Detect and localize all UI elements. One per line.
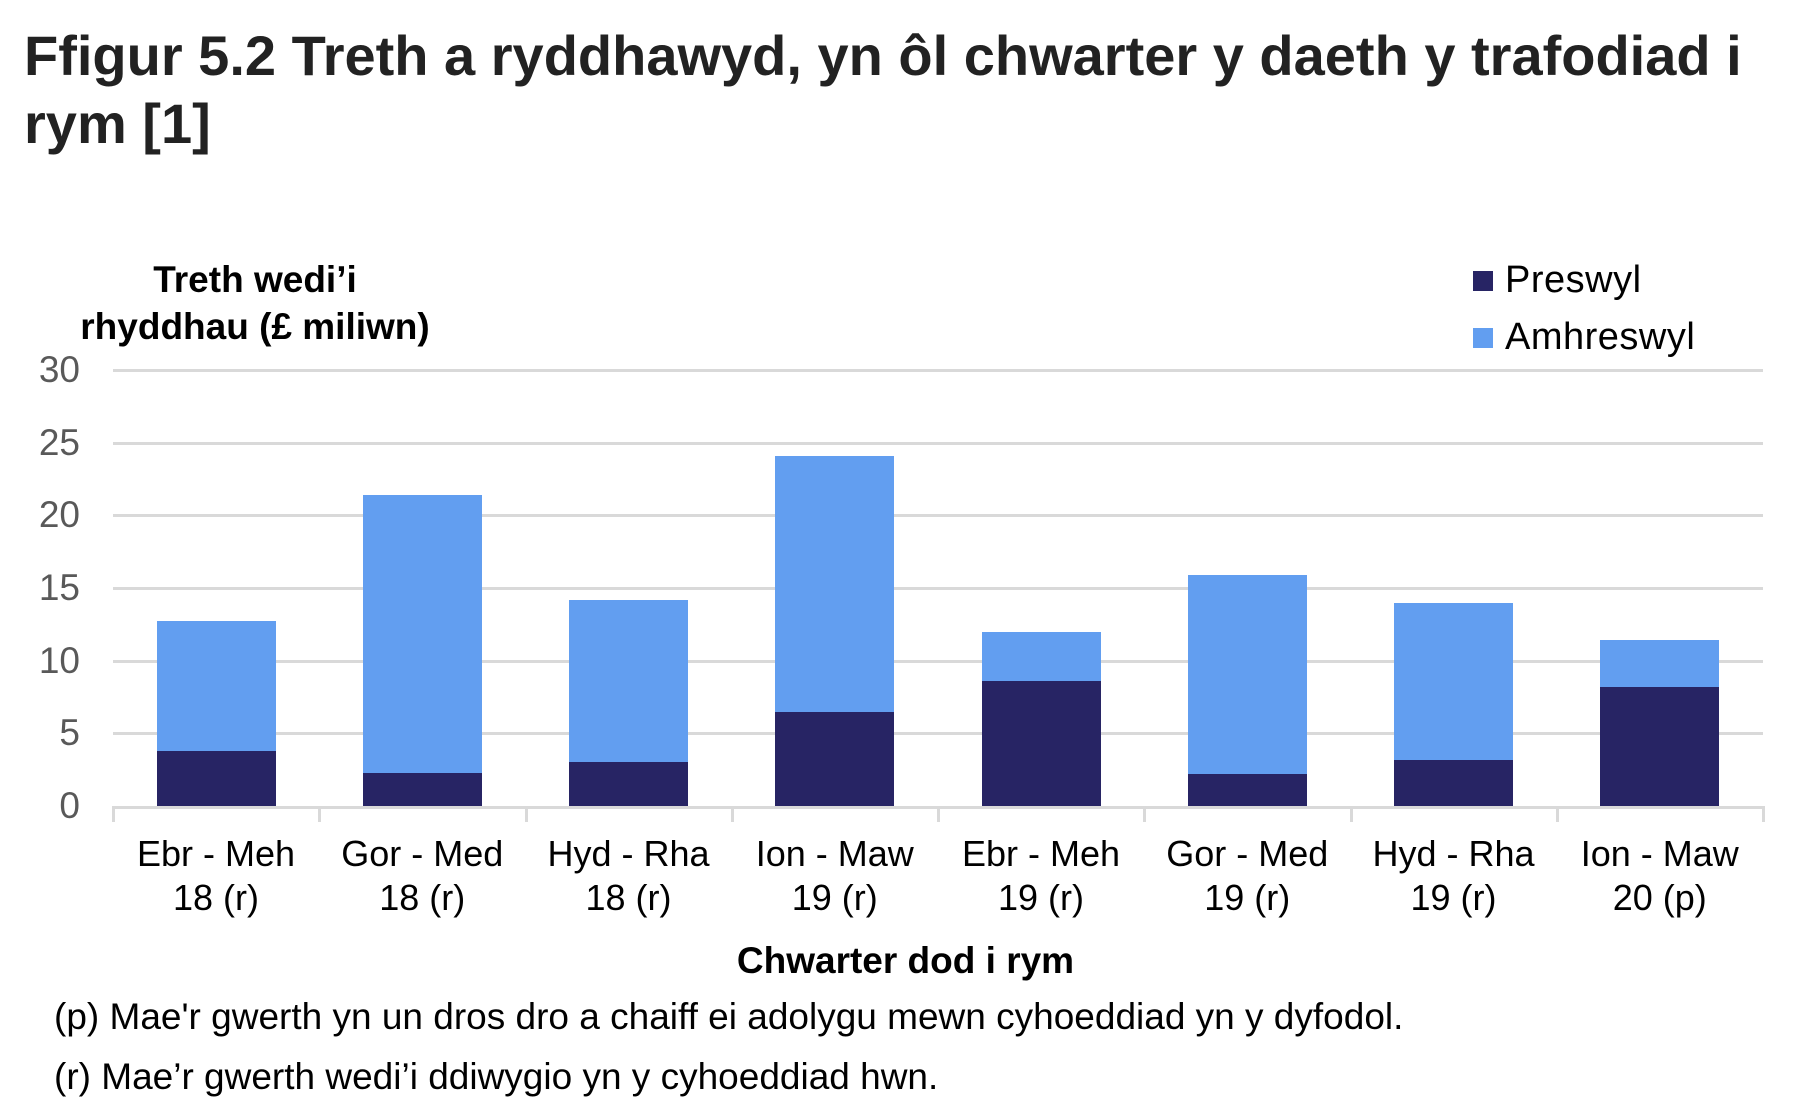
x-tick-label: Hyd - Rha 18 (r) xyxy=(526,832,732,920)
legend-swatch-amhreswyl xyxy=(1473,327,1493,348)
bar-segment-preswyl xyxy=(775,711,895,806)
bar-segment-amhreswyl xyxy=(569,599,689,763)
y-tick-label: 10 xyxy=(38,639,80,681)
y-axis-title: Treth wedi’i rhyddhau (£ miliwn) xyxy=(40,256,470,350)
x-label-period: Ion - Maw xyxy=(1580,833,1739,874)
x-label-year: 18 (r) xyxy=(585,877,672,918)
x-tick-mark xyxy=(730,806,734,822)
legend-label: Amhreswyl xyxy=(1505,316,1696,358)
stacked-bar xyxy=(362,495,482,806)
legend: Preswyl Amhreswyl xyxy=(1473,252,1695,366)
x-tick-mark xyxy=(112,806,115,822)
stacked-bar xyxy=(981,631,1101,806)
x-tick-label: Ion - Maw 19 (r) xyxy=(732,832,938,920)
x-label-period: Ebr - Meh xyxy=(136,833,296,874)
y-tick-label: 20 xyxy=(38,494,80,536)
x-label-period: Gor - Med xyxy=(341,833,504,874)
bar-segment-amhreswyl xyxy=(156,621,276,751)
footnote-provisional: (p) Mae'r gwerth yn un dros dro a chaiff… xyxy=(54,996,1404,1037)
gridline xyxy=(113,732,1763,736)
x-label-year: 19 (r) xyxy=(997,877,1084,918)
x-tick-mark xyxy=(1555,806,1559,822)
y-tick-label: 30 xyxy=(38,349,80,390)
legend-item-preswyl: Preswyl xyxy=(1473,252,1695,309)
bar-segment-preswyl xyxy=(1600,686,1720,806)
x-label-year: 19 (r) xyxy=(1204,877,1291,918)
gridline xyxy=(113,587,1763,590)
y-tick-label: 15 xyxy=(38,567,80,608)
x-label-period: Hyd - Rha xyxy=(1372,833,1535,874)
x-axis-title: Chwarter dod i rym xyxy=(736,940,1075,981)
x-label-year: 19 (r) xyxy=(1410,877,1497,918)
x-tick-mark xyxy=(524,806,528,822)
bar-segment-preswyl xyxy=(1187,774,1307,806)
x-tick-label: Ebr - Meh 19 (r) xyxy=(938,832,1144,920)
x-tick-mark xyxy=(937,806,940,822)
y-tick-label: 0 xyxy=(59,785,80,826)
x-tick-label: Hyd - Rha 19 (r) xyxy=(1351,832,1557,920)
plot-area: 0 5 10 15 20 25 30 Ebr - Meh 18 (r) Gor - Med 18 (… xyxy=(39,350,1765,918)
y-tick-label: 5 xyxy=(59,712,80,754)
x-tick-label: Gor - Med 18 (r) xyxy=(319,832,525,920)
gridline xyxy=(113,441,1763,445)
x-tick-mark xyxy=(1143,806,1147,822)
bar-segment-preswyl xyxy=(569,762,689,806)
bar-segment-preswyl xyxy=(981,681,1101,806)
legend-label: Preswyl xyxy=(1505,259,1642,301)
footnote-revised: (r) Mae’r gwerth wedi’i ddiwygio yn y cy… xyxy=(54,1056,939,1097)
stacked-bar xyxy=(775,455,895,806)
bar-segment-amhreswyl xyxy=(1394,602,1514,760)
x-label-period: Ion - Maw xyxy=(755,833,914,874)
stacked-bar xyxy=(569,599,689,806)
x-label-year: 18 (r) xyxy=(379,877,466,918)
x-label-period: Ebr - Meh xyxy=(961,833,1121,874)
chart-title-line-2: rym [1] xyxy=(24,92,211,155)
x-label-period: Gor - Med xyxy=(1166,833,1329,874)
stacked-bar xyxy=(156,621,276,806)
x-tick-mark xyxy=(1762,806,1765,822)
x-label-year: 18 (r) xyxy=(172,877,259,918)
x-tick-label: Ebr - Meh 18 (r) xyxy=(113,832,319,920)
bar-segment-amhreswyl xyxy=(362,495,482,773)
stacked-bar xyxy=(1187,574,1307,806)
bar-segment-amhreswyl xyxy=(1600,640,1720,687)
stacked-bar xyxy=(1394,602,1514,806)
bar-segment-preswyl xyxy=(362,772,482,806)
chart-title: Ffigur 5.2 Treth a ryddhawyd, yn ôl chwa… xyxy=(24,22,1784,158)
bar-segment-preswyl xyxy=(156,750,276,806)
chart-title-line-1: Ffigur 5.2 Treth a ryddhawyd, yn ôl chwa… xyxy=(24,24,1742,87)
bar-segment-amhreswyl xyxy=(981,631,1101,682)
x-label-period: Hyd - Rha xyxy=(547,833,710,874)
x-tick-mark xyxy=(1349,806,1353,822)
bar-segment-preswyl xyxy=(1394,759,1514,806)
y-axis-title-line-2: rhyddhau (£ miliwn) xyxy=(80,306,430,347)
bar-segment-amhreswyl xyxy=(775,455,895,712)
x-tick-label: Gor - Med 19 (r) xyxy=(1144,832,1350,920)
gridline xyxy=(113,659,1763,663)
stacked-bar xyxy=(1600,640,1720,806)
y-tick-label: 25 xyxy=(38,421,80,463)
x-tick-label: Ion - Maw 20 (p) xyxy=(1557,832,1763,920)
y-axis-title-line-1: Treth wedi’i xyxy=(153,259,357,300)
x-label-year: 19 (r) xyxy=(791,877,878,918)
x-label-year: 20 (p) xyxy=(1612,877,1707,918)
legend-swatch-preswyl xyxy=(1473,270,1493,291)
legend-item-amhreswyl: Amhreswyl xyxy=(1473,309,1695,366)
bar-segment-amhreswyl xyxy=(1187,574,1307,775)
gridline xyxy=(113,514,1763,518)
gridline xyxy=(113,369,1763,372)
x-tick-mark xyxy=(318,806,322,822)
